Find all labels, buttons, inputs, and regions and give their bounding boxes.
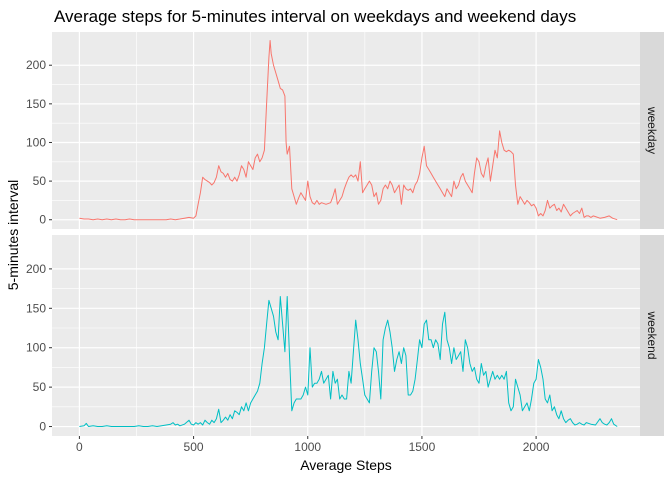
y-tick-label: 150 [26,97,46,111]
x-tick-label: 1000 [294,440,321,454]
y-tick-label: 50 [33,174,47,188]
y-tick-label: 150 [26,301,46,315]
x-tick-label: 1500 [409,440,436,454]
y-tick-label: 100 [26,341,46,355]
chart-title: Average steps for 5-minutes interval on … [54,7,576,26]
y-tick-label: 0 [39,213,46,227]
y-tick-label: 0 [39,420,46,434]
series-line-weekend [79,296,618,427]
x-axis-title: Average Steps [300,457,392,473]
panel-weekday: 0 50 100 150 200 weekday [26,32,664,229]
y-tick-label: 50 [33,380,47,394]
x-tick-label: 2000 [523,440,550,454]
facet-strip [640,32,664,229]
x-tick-label: 500 [184,440,204,454]
facet-strip-label: weekday [645,106,659,154]
series-line-weekday [79,40,618,221]
facet-strip [640,235,664,436]
y-axis-title: 5-minutes interval [5,180,21,291]
y-tick-label: 200 [26,262,46,276]
panels-layer: 0 50 100 150 200 weekday 0 50 100 150 200 weekend [26,32,664,436]
x-tick-label: 0 [76,440,83,454]
panel-weekend: 0 50 100 150 200 weekend [26,235,664,436]
facet-strip-label: weekend [645,310,659,359]
x-axis: 0 500 1000 1500 2000 [76,436,550,454]
y-tick-label: 200 [26,58,46,72]
y-tick-label: 100 [26,135,46,149]
panel-background [52,32,640,229]
